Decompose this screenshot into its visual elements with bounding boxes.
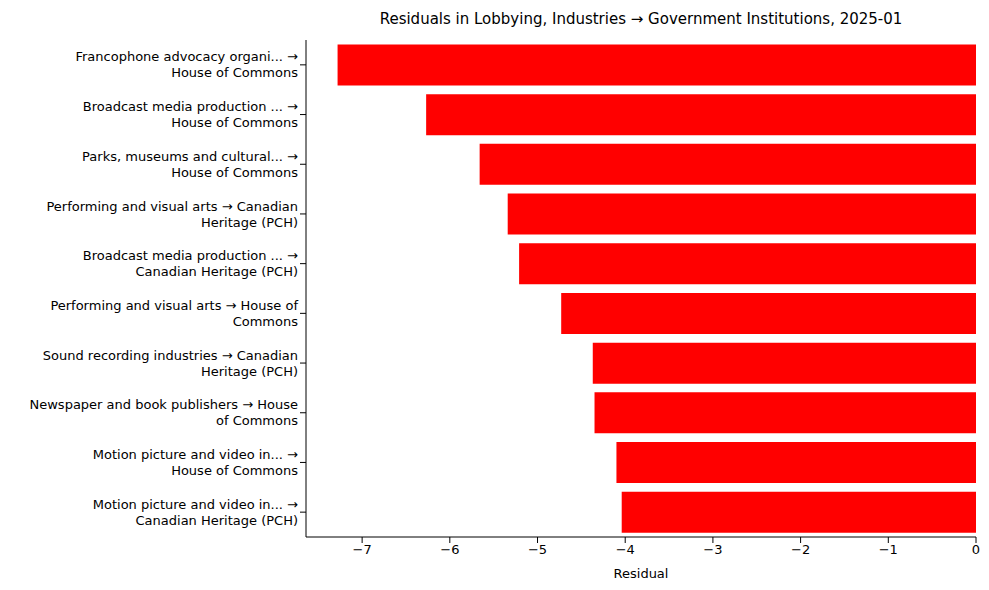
svg-text:−6: −6 bbox=[440, 542, 459, 557]
svg-text:Motion picture and video in...: Motion picture and video in... →House of… bbox=[93, 447, 298, 478]
svg-text:Sound recording industries → C: Sound recording industries → CanadianHer… bbox=[43, 348, 298, 379]
svg-text:Broadcast media production ...: Broadcast media production ... →Canadian… bbox=[83, 248, 298, 279]
svg-text:Francophone advocacy organi...: Francophone advocacy organi... →House of… bbox=[75, 49, 298, 80]
html-text:Residuals in Lobbying, Industr: Residuals in Lobbying, Industries → Gove… bbox=[379, 10, 903, 28]
svg-text:−2: −2 bbox=[791, 542, 810, 557]
svg-text:Residual: Residual bbox=[614, 566, 669, 581]
svg-text:Newspaper and book publishers: Newspaper and book publishers → Houseof … bbox=[30, 397, 299, 428]
svg-text:Parks, museums and cultural...: Parks, museums and cultural... →House of… bbox=[82, 149, 298, 180]
svg-text:Performing and visual arts → C: Performing and visual arts → CanadianHer… bbox=[46, 199, 298, 230]
svg-text:−1: −1 bbox=[879, 542, 898, 557]
svg-text:−3: −3 bbox=[703, 542, 722, 557]
svg-text:−7: −7 bbox=[353, 542, 372, 557]
svg-text:Performing and visual arts → H: Performing and visual arts → House ofCom… bbox=[50, 298, 298, 329]
svg-text:Motion picture and video in...: Motion picture and video in... →Canadian… bbox=[93, 497, 298, 528]
svg-text:−4: −4 bbox=[616, 542, 635, 557]
svg-text:Broadcast media production ...: Broadcast media production ... →House of… bbox=[83, 99, 298, 130]
svg-text:0: 0 bbox=[972, 542, 980, 557]
svg-text:−5: −5 bbox=[528, 542, 547, 557]
